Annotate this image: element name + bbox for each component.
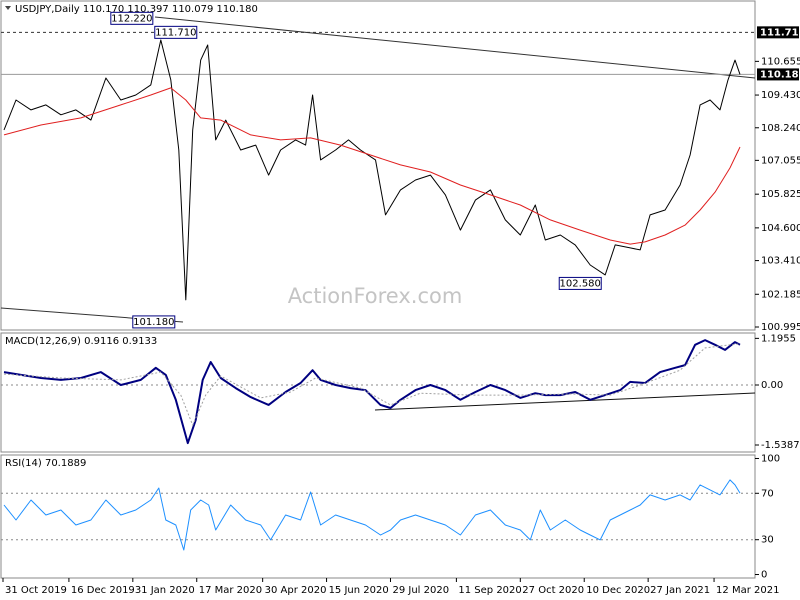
x-tick-label: 17 Mar 2020 [199,585,262,596]
y-tick-label: 0.00 [761,380,783,391]
y-tick-label: 107.055 [761,155,800,166]
annotation-box [558,276,602,290]
x-tick-label: 11 Sep 2020 [458,585,521,596]
x-tick-label: 15 Jun 2020 [329,585,389,596]
x-tick-label: 29 Jul 2020 [392,585,449,596]
price-panel [0,0,756,331]
series-line [3,87,741,245]
x-tick-label: 10 Dec 2020 [586,585,650,596]
y-tick-label: 103.410 [761,256,800,267]
price-label: 110.180 [760,69,800,80]
menu-icon [5,6,11,10]
y-tick-label: 100.995 [761,322,800,333]
y-tick-label: 30 [761,535,774,546]
annotation-box [110,11,154,25]
y-tick-label: 110.655 [761,56,800,67]
y-tick-label: 70 [761,488,774,499]
y-tick-label: -1.5387 [761,440,800,451]
y-tick-label: 105.825 [761,189,800,200]
x-tick-label: 27 Jan 2021 [650,585,710,596]
price-label: 111.710 [760,27,800,38]
x-tick-label: 31 Oct 2019 [5,585,67,596]
chart-title: USDJPY,Daily 110.170 110.397 110.079 110… [15,4,258,15]
y-tick-label: 108.240 [761,123,800,134]
x-tick-label: 16 Dec 2019 [71,585,135,596]
price-label-box [757,68,799,81]
rsi-panel [0,454,756,579]
annotation: 102.580 [560,278,601,289]
y-tick-label: 100 [761,453,780,464]
trend-line [374,392,756,411]
y-tick-label: 109.430 [761,90,800,101]
x-tick-label: 27 Oct 2020 [522,585,584,596]
y-tick-label: 1.1955 [761,333,796,344]
y-tick-label: 104.600 [761,223,800,234]
annotation-box [154,25,198,39]
annotation: 112.220 [111,13,152,24]
panel-title: MACD(12,26,9) 0.9116 0.9133 [5,336,157,347]
y-tick-label: 0 [761,570,767,581]
panel-title: RSI(14) 70.1889 [5,458,86,469]
series-line [3,343,741,426]
x-tick-label: 30 Apr 2020 [265,585,327,596]
macd-panel [0,332,756,453]
y-tick-label: 102.185 [761,289,800,300]
trend-line [154,16,756,79]
price-label-box [757,26,799,39]
annotation: 111.710 [155,27,196,38]
x-tick-label: 31 Jan 2020 [135,585,195,596]
annotation-box [132,315,176,329]
annotation: 101.180 [133,317,174,328]
watermark: ActionForex.com [288,284,463,308]
x-tick-label: 12 Mar 2021 [716,585,779,596]
series-line [3,479,741,551]
series-line [3,39,741,301]
